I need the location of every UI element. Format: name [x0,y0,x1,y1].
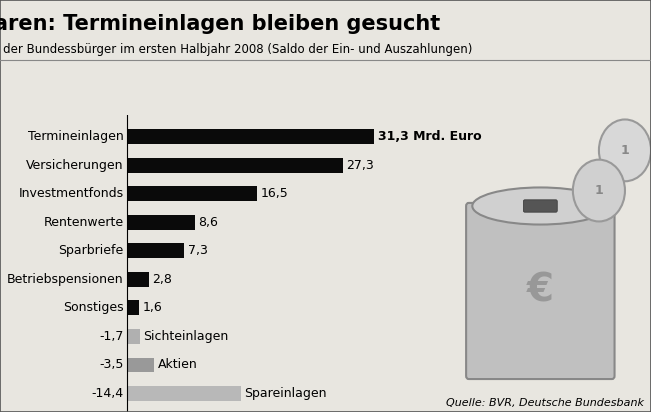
Bar [127,358,154,372]
Bar [127,300,139,315]
Bar [127,215,195,230]
Bar [127,243,184,258]
Text: -14,4: -14,4 [91,387,124,400]
Text: Aktien: Aktien [158,358,197,372]
Text: Quelle: BVR, Deutsche Bundesbank: Quelle: BVR, Deutsche Bundesbank [447,398,644,408]
Text: Termineinlagen: Termineinlagen [28,130,124,143]
Bar [127,186,257,201]
Text: 16,5: 16,5 [260,187,288,200]
Bar [127,386,241,401]
Text: €: € [527,272,554,310]
Text: Betriebspensionen: Betriebspensionen [7,273,124,286]
Text: 1: 1 [594,184,603,197]
Text: 8,6: 8,6 [198,216,217,229]
Text: 1,6: 1,6 [143,302,162,314]
Ellipse shape [472,187,608,225]
Text: -3,5: -3,5 [99,358,124,372]
Text: 7,3: 7,3 [187,244,208,258]
Text: Geldanlage der Bundessbürger im ersten Halbjahr 2008 (Saldo der Ein- und Auszahl: Geldanlage der Bundessbürger im ersten H… [0,43,472,56]
Text: Versicherungen: Versicherungen [26,159,124,172]
Text: 31,3 Mrd. Euro: 31,3 Mrd. Euro [378,130,481,143]
Text: 2,8: 2,8 [152,273,172,286]
Bar [127,158,342,173]
Text: Sonstiges: Sonstiges [63,302,124,314]
Text: Investmentfonds: Investmentfonds [18,187,124,200]
Circle shape [573,159,625,221]
Text: 1: 1 [620,144,630,157]
FancyBboxPatch shape [523,200,557,212]
Bar [127,129,374,144]
Bar [127,272,149,287]
FancyBboxPatch shape [466,203,615,379]
Bar [127,329,140,344]
Text: Sichteinlagen: Sichteinlagen [143,330,229,343]
Text: Rentenwerte: Rentenwerte [44,216,124,229]
Text: Sparen: Termineinlagen bleiben gesucht: Sparen: Termineinlagen bleiben gesucht [0,14,440,35]
Text: -1,7: -1,7 [99,330,124,343]
Circle shape [599,119,651,181]
Text: Sparbriefe: Sparbriefe [58,244,124,258]
Text: Spareinlagen: Spareinlagen [243,387,326,400]
Text: 27,3: 27,3 [346,159,374,172]
